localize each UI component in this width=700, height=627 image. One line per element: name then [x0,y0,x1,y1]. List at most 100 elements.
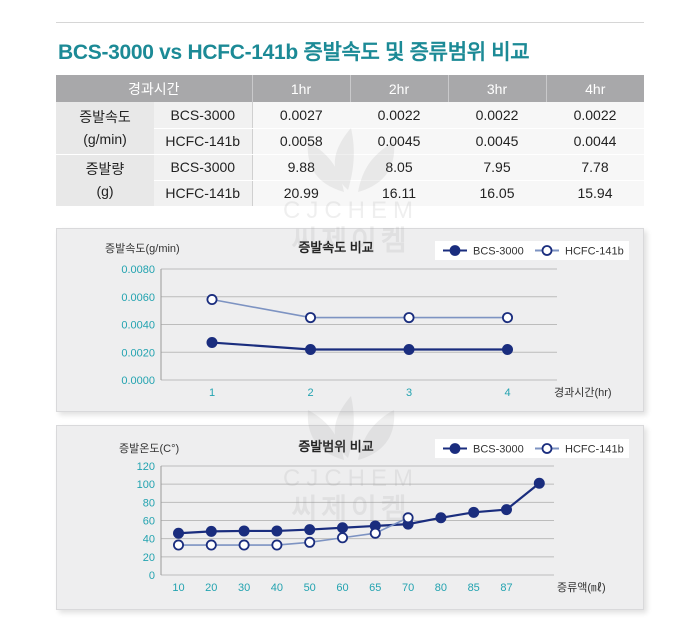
data-point [500,504,512,516]
header-4hr: 4hr [545,75,644,102]
group-label-evaporation-rate: 증발속도 (g/min) [56,102,154,155]
data-point [501,312,513,324]
x-tick-label: 87 [500,582,512,594]
x-tick-label: 70 [402,582,414,594]
distillation-range-chart-panel: 0 20 40 60 80 100 120 10 20 30 40 50 60 65 70 80 85 87 증발온… [56,425,644,610]
row-name: HCFC-141b [154,180,253,207]
table-cell: 16.05 [448,180,546,207]
table-cell: 0.0045 [448,128,546,155]
data-point [336,532,348,544]
data-point [468,506,480,518]
table-cell: 0.0058 [252,128,350,155]
legend-marker [541,443,553,454]
comparison-table: 경과시간 1hr 2hr 3hr 4hr 증발속도 (g/min) BCS-30… [56,75,644,207]
x-axis-title: 증류액(㎖) [557,581,606,594]
distillation-range-chart: 0 20 40 60 80 100 120 10 20 30 40 50 60 65 70 80 85 87 증발온… [119,439,629,594]
x-tick-label: 3 [406,387,412,399]
legend-label: BCS-3000 [473,246,524,258]
table-row: HCFC-141b 0.0058 0.0045 0.0045 0.0044 [56,128,644,155]
data-point [304,536,316,548]
series-line [211,341,508,351]
table-cell: 16.11 [350,180,448,207]
x-tick-label: 50 [304,582,316,594]
chart-title: 증발속도 비교 [298,240,373,255]
top-divider [56,22,644,23]
group-label-line2: (g) [96,183,114,199]
data-point [205,539,217,551]
row-name: BCS-3000 [154,102,253,129]
data-point [206,337,218,349]
data-point [205,525,217,537]
y-tick-label: 0.0040 [121,320,155,332]
data-point [304,312,316,324]
header-elapsed-time: 경과시간 [56,75,252,102]
y-tick-label: 20 [143,552,155,564]
data-point [173,527,185,539]
legend-label: BCS-3000 [473,444,524,456]
y-axis-title: 증발온도(C°) [119,442,179,455]
legend-label: HCFC-141b [565,444,624,456]
data-point [501,343,513,355]
data-point [336,522,348,534]
y-tick-label: 80 [143,497,155,509]
data-point [435,512,447,524]
series-line [211,298,508,319]
table-cell: 7.78 [546,153,644,181]
y-tick-label: 100 [137,479,155,491]
data-point [403,343,415,355]
x-tick-label: 40 [271,582,283,594]
data-point [304,524,316,536]
legend-box [435,439,629,458]
y-axis-title: 증발속도(g/min) [105,242,180,255]
row-name: BCS-3000 [154,153,253,181]
x-tick-label: 60 [336,582,348,594]
table-row: 증발량 (g) BCS-3000 9.88 8.05 7.95 7.78 [56,153,644,207]
y-tick-label: 0 [149,570,155,582]
y-tick-label: 0.0080 [121,264,155,276]
data-point [304,343,316,355]
x-tick-label: 4 [504,387,510,399]
table-row: 증발속도 (g/min) BCS-3000 0.0027 0.0022 0.00… [56,102,644,155]
table-cell: 9.88 [252,153,350,181]
y-tick-label: 0.0020 [121,347,155,359]
legend-box [435,241,629,260]
y-tick-label: 0.0000 [121,375,155,387]
x-axis-title: 경과시간(hr) [554,386,612,399]
data-point [206,294,218,306]
legend-marker [449,245,461,256]
table-cell: 0.0027 [252,102,350,129]
x-tick-label: 30 [238,582,250,594]
table-cell: 15.94 [546,180,644,207]
header-2hr: 2hr [349,75,448,102]
table-cell: 0.0022 [448,102,546,129]
group-label-line2: (g/min) [83,130,127,147]
x-tick-label: 80 [435,582,447,594]
x-tick-label: 2 [307,387,313,399]
legend-marker [449,443,461,454]
data-point [402,512,414,524]
data-point [271,539,283,551]
data-point [369,527,381,539]
data-point [238,525,250,537]
x-tick-label: 65 [369,582,381,594]
row-name: HCFC-141b [154,128,253,155]
legend-label: HCFC-141b [565,246,624,258]
legend-marker [541,245,553,256]
x-tick-label: 10 [172,582,184,594]
table-cell: 7.95 [448,153,546,181]
table-header-row: 경과시간 1hr 2hr 3hr 4hr [56,75,644,102]
evaporation-rate-chart: 0.0000 0.0020 0.0040 0.0060 0.0080 1 2 3 4 증발속도(g… [105,240,629,399]
series-line [178,482,540,535]
table-cell: 20.99 [252,180,350,207]
y-tick-label: 60 [143,516,155,528]
data-point [238,539,250,551]
data-point [533,477,545,489]
data-point [271,525,283,537]
table-cell: 8.05 [350,153,448,181]
header-1hr: 1hr [251,75,350,102]
y-tick-label: 120 [137,461,155,473]
table-row: HCFC-141b 20.99 16.11 16.05 15.94 [56,180,644,207]
group-label-line1: 증발량 [85,161,125,177]
data-point [173,539,185,551]
evaporation-rate-chart-panel: 0.0000 0.0020 0.0040 0.0060 0.0080 1 2 3 4 증발속도(g… [56,228,644,412]
